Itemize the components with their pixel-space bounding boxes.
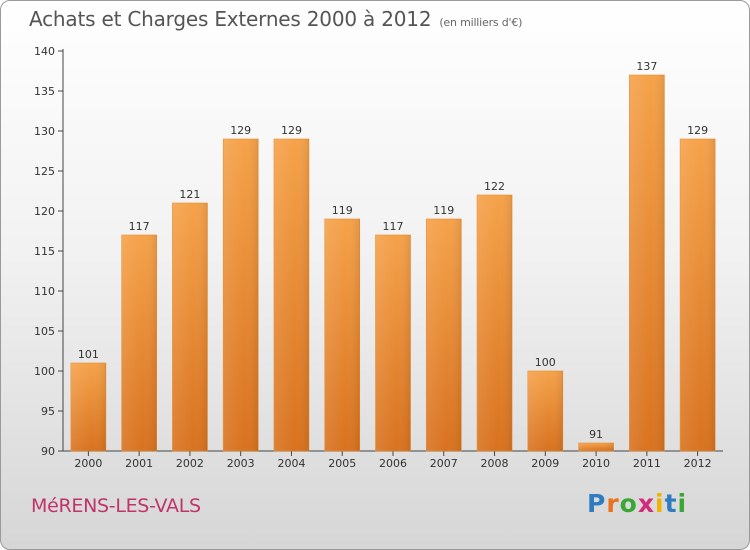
bar-shade <box>527 371 563 451</box>
bar-value-label: 119 <box>332 204 353 217</box>
bar-shade <box>426 219 462 451</box>
bar-value-label: 129 <box>230 124 251 137</box>
bar-value-label: 91 <box>589 428 603 441</box>
y-tick-label: 100 <box>34 365 55 378</box>
x-tick-label: 2003 <box>227 457 255 470</box>
y-tick-label: 140 <box>34 45 55 58</box>
labels: 101 2000 117 2001 121 2002 129 2003 129 2004 119 20… <box>74 60 711 470</box>
logo-letter: x <box>637 489 655 518</box>
y-tick-label: 115 <box>34 245 55 258</box>
x-tick-label: 2006 <box>379 457 407 470</box>
x-tick-label: 2004 <box>277 457 305 470</box>
bar-value-label: 122 <box>484 180 505 193</box>
bar-value-label: 129 <box>281 124 302 137</box>
bar-shade <box>121 235 157 451</box>
y-tick-label: 90 <box>41 445 55 458</box>
y-tick-label: 125 <box>34 165 55 178</box>
bar-shade <box>172 203 208 451</box>
bar-shade <box>629 75 665 451</box>
y-tick-label: 95 <box>41 405 55 418</box>
y-tick-label: 130 <box>34 125 55 138</box>
y-tick-label: 120 <box>34 205 55 218</box>
bar-value-label: 100 <box>535 356 556 369</box>
x-tick-label: 2005 <box>328 457 356 470</box>
logo-letter: P <box>587 489 607 518</box>
bar-shade <box>477 195 513 451</box>
y-tick-label: 105 <box>34 325 55 338</box>
x-tick-label: 2010 <box>582 457 610 470</box>
logo-letter: t <box>664 489 678 518</box>
bar-value-label: 121 <box>179 188 200 201</box>
logo-letter: i <box>677 489 688 518</box>
bar-value-label: 101 <box>78 348 99 361</box>
logo-letter: o <box>619 489 638 518</box>
bar-shade <box>223 139 259 451</box>
bar-value-label: 129 <box>687 124 708 137</box>
chart-title: Achats et Charges Externes 2000 à 2012 (e… <box>29 7 522 31</box>
bar-value-label: 119 <box>433 204 454 217</box>
proxiti-logo: Proxiti <box>587 489 687 518</box>
x-tick-label: 2011 <box>633 457 661 470</box>
city-name: MéRENS-LES-VALS <box>31 495 201 517</box>
bar-shade <box>324 219 360 451</box>
y-tick-label: 110 <box>34 285 55 298</box>
logo-letter: i <box>655 489 665 518</box>
bar-shade <box>375 235 411 451</box>
axes: 90 95 100 105 110 115 120 125 130 135 140 <box>34 45 723 458</box>
bar-shade <box>680 139 716 451</box>
x-tick-label: 2002 <box>176 457 204 470</box>
x-tick-label: 2000 <box>74 457 102 470</box>
bar-value-label: 117 <box>129 220 150 233</box>
bar-shade <box>578 443 614 451</box>
x-tick-label: 2001 <box>125 457 153 470</box>
bar-value-label: 137 <box>636 60 657 73</box>
x-tick-label: 2007 <box>430 457 458 470</box>
bar-value-label: 117 <box>383 220 404 233</box>
chart-subtitle: (en milliers d'€) <box>439 16 523 29</box>
logo-letter: r <box>606 489 620 518</box>
bar-shade <box>273 139 309 451</box>
x-tick-label: 2009 <box>531 457 559 470</box>
chart-title-text: Achats et Charges Externes 2000 à 2012 <box>29 7 432 31</box>
bars <box>70 74 716 452</box>
y-tick-label: 135 <box>34 85 55 98</box>
x-tick-label: 2012 <box>684 457 712 470</box>
x-tick-label: 2008 <box>481 457 509 470</box>
bar-shade <box>70 363 106 451</box>
